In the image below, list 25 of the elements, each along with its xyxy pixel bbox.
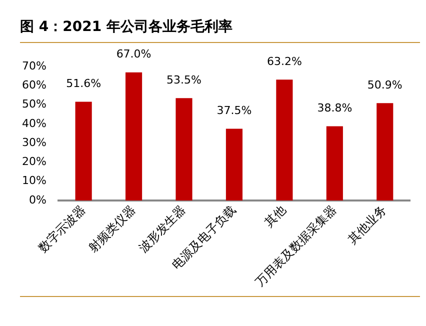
x-tick-label: 其他业务 bbox=[345, 202, 390, 247]
y-tick-label: 20% bbox=[22, 155, 46, 168]
bar bbox=[376, 103, 394, 200]
data-label: 53.5% bbox=[166, 74, 202, 87]
y-tick-label: 70% bbox=[22, 59, 46, 72]
data-label: 37.5% bbox=[216, 104, 252, 118]
bar bbox=[276, 80, 293, 200]
data-label: 67.0% bbox=[116, 48, 152, 61]
bar bbox=[75, 102, 92, 200]
y-tick-label: 50% bbox=[22, 98, 46, 111]
x-tick-label: 射频类仪器 bbox=[86, 202, 138, 256]
data-label: 63.2% bbox=[266, 54, 302, 68]
bar bbox=[326, 126, 343, 200]
data-label: 50.9% bbox=[367, 78, 402, 92]
x-tick-label: 其他 bbox=[262, 202, 289, 230]
bar bbox=[176, 98, 192, 200]
chart-title: 图 4：2021 年公司各业务毛利率 bbox=[20, 18, 232, 36]
bar bbox=[125, 72, 142, 200]
bar bbox=[226, 128, 243, 200]
y-tick-label: 40% bbox=[22, 116, 46, 130]
y-tick-label: 60% bbox=[22, 78, 46, 92]
y-tick-label: 30% bbox=[22, 136, 46, 149]
y-tick-label: 10% bbox=[22, 174, 46, 188]
data-label: 38.8% bbox=[317, 102, 352, 115]
data-label: 51.6% bbox=[66, 77, 102, 90]
